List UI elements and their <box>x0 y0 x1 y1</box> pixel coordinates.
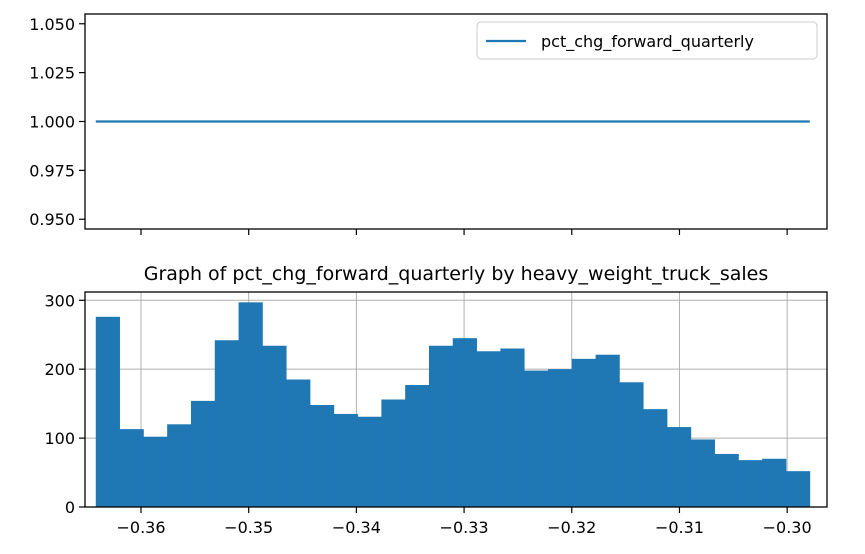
top-y-tick-label: 0.950 <box>29 210 75 229</box>
histogram-y-ticks: 0 100 200 300 <box>44 291 85 517</box>
legend-box <box>476 21 818 60</box>
histogram-bar <box>785 471 811 507</box>
histogram-bar <box>571 358 596 507</box>
histogram-x-tick-label: −0.32 <box>547 518 596 537</box>
histogram-x-tick-label: −0.35 <box>224 518 273 537</box>
top-y-tick-label: 1.025 <box>29 64 75 83</box>
top-plot-frame <box>84 13 828 230</box>
histogram-title: Graph of pct_chg_forward_quarterly by he… <box>144 263 769 285</box>
top-chart: 0.950 0.975 1.000 1.025 1.050 pct_chg_forwar… <box>29 13 828 235</box>
histogram-bar <box>309 405 335 507</box>
histogram-bar <box>143 436 168 507</box>
histogram-x-tick-label: −0.31 <box>655 518 704 537</box>
histogram-bar <box>547 369 573 507</box>
histogram-bars <box>95 302 811 507</box>
top-y-tick-label: 1.000 <box>29 113 75 132</box>
histogram-bar <box>238 302 263 507</box>
histogram-x-tick-label: −0.33 <box>440 518 489 537</box>
histogram-bar <box>428 345 454 507</box>
histogram-x-tick-label: −0.30 <box>763 518 812 537</box>
histogram-bar <box>643 409 668 507</box>
top-y-tick-label: 1.050 <box>29 15 75 34</box>
histogram-bar <box>714 453 739 507</box>
histogram-x-tick-label: −0.36 <box>116 518 165 537</box>
histogram-plot-frame <box>84 291 828 508</box>
histogram-bar <box>333 413 358 507</box>
histogram-bar <box>95 316 120 507</box>
histogram-bar <box>524 370 549 507</box>
histogram-bar <box>595 354 620 507</box>
histogram-bar <box>452 338 477 507</box>
histogram-x-ticks: −0.36 −0.35 −0.34 −0.33 −0.32 −0.31 −0.30 <box>116 507 812 537</box>
histogram-y-tick-label: 100 <box>44 429 75 448</box>
top-x-ticks <box>140 229 788 235</box>
histogram-bar <box>119 429 144 507</box>
histogram-bar <box>357 416 382 507</box>
histogram-bar <box>381 399 406 507</box>
histogram-bar <box>476 351 501 507</box>
histogram-y-tick-label: 300 <box>44 291 75 310</box>
histogram-bar <box>500 348 525 507</box>
top-y-ticks: 0.950 0.975 1.000 1.025 1.050 <box>29 15 85 229</box>
histogram-bar <box>619 382 644 507</box>
histogram-bar <box>405 385 430 507</box>
histogram-bar <box>286 379 311 507</box>
histogram-bar <box>690 439 715 507</box>
histogram-bar <box>167 424 192 507</box>
histogram-bar <box>762 458 787 507</box>
legend: pct_chg_forward_quarterly <box>476 21 818 60</box>
top-y-tick-label: 0.975 <box>29 161 75 180</box>
histogram-bar <box>190 400 216 507</box>
legend-label: pct_chg_forward_quarterly <box>541 32 754 52</box>
histogram-chart: Graph of pct_chg_forward_quarterly by he… <box>44 263 828 537</box>
histogram-y-tick-label: 0 <box>65 498 75 517</box>
histogram-bar <box>666 427 692 507</box>
histogram-bar <box>262 345 287 507</box>
histogram-bar <box>738 460 763 507</box>
histogram-y-tick-label: 200 <box>44 360 75 379</box>
histogram-x-tick-label: −0.34 <box>332 518 381 537</box>
histogram-bar <box>214 340 239 507</box>
